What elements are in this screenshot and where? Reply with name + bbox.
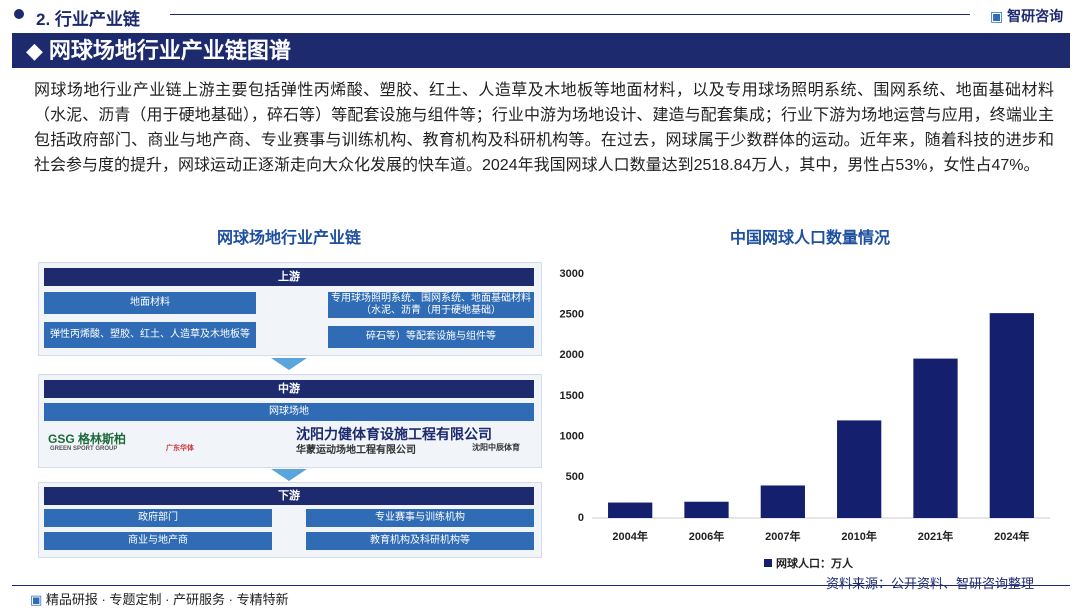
midstream-band: 中游 <box>44 380 534 398</box>
title-bar: ◆ 网球场地行业产业链图谱 <box>12 33 1070 68</box>
bar <box>989 313 1034 518</box>
footer: ▣ 精品研报 · 专题定制 · 产研服务 · 专精特新 <box>30 592 289 607</box>
x-tick-label: 2004年 <box>612 529 647 543</box>
brand-text: 智研咨询 <box>1007 8 1064 24</box>
bullet <box>14 9 24 19</box>
chart-title: 中国网球人口数量情况 <box>729 230 890 247</box>
x-tick-label: 2024年 <box>994 529 1029 543</box>
legend-label: 网球人口：万人 <box>776 556 854 570</box>
source: 资料来源：公开资料、智研咨询整理 <box>826 576 1035 591</box>
downstream-item: 教育机构及科研机构等 <box>306 532 534 550</box>
y-tick-label: 1500 <box>560 390 584 402</box>
bar <box>913 358 958 518</box>
brand: ▣ 智研咨询 <box>990 8 1064 24</box>
page-title: 网球场地行业产业链图谱 <box>48 38 291 63</box>
company-logo: 华蒙运动场地工程有限公司 <box>296 445 416 456</box>
upstream-band: 上游 <box>44 268 534 286</box>
intro-paragraph: 网球场地行业产业链上游主要包括弹性丙烯酸、塑胶、红土、人造草及木地板等地面材料，… <box>34 82 1054 174</box>
x-tick-label: 2007年 <box>765 529 800 543</box>
company-logo: GREEN SPORT GROUP <box>50 446 118 452</box>
y-tick-label: 2000 <box>560 349 584 361</box>
header-rule <box>170 14 970 15</box>
x-tick-label: 2010年 <box>841 529 876 543</box>
company-logo: 广东华体 <box>166 445 194 452</box>
legend-swatch <box>764 559 772 567</box>
company-logo: GSG 格林斯柏 <box>48 432 127 446</box>
footer-text: 精品研报 · 专题定制 · 产研服务 · 专精特新 <box>45 592 289 607</box>
bar <box>760 485 805 518</box>
bar <box>608 502 653 518</box>
company-logo: 沈阳中辰体育 <box>472 443 520 452</box>
bar <box>684 501 729 518</box>
y-tick-label: 0 <box>578 512 584 524</box>
y-tick-label: 2500 <box>560 309 584 321</box>
upstream-item: 地面材料 <box>44 292 256 314</box>
bar <box>837 420 882 518</box>
diagram-title: 网球场地行业产业链 <box>216 230 361 247</box>
downstream-item: 商业与地产商 <box>44 532 272 550</box>
downstream-item: 专业赛事与训练机构 <box>306 509 534 527</box>
midstream-item: 网球场地 <box>44 403 534 421</box>
upstream-item: 专用球场照明系统、围网系统、地面基础材料（水泥、沥青（用于硬地基础） <box>328 292 534 318</box>
company-logo: 沈阳力健体育设施工程有限公司 <box>296 426 492 442</box>
y-tick-label: 1000 <box>560 431 584 443</box>
y-tick-label: 500 <box>566 471 584 483</box>
upstream-item: 弹性丙烯酸、塑胶、红土、人造草及木地板等 <box>44 322 256 348</box>
upstream-item: 碎石等）等配套设施与组件等 <box>328 326 534 348</box>
x-tick-label: 2021年 <box>918 529 953 543</box>
section-label: 2. 行业产业链 <box>36 10 140 29</box>
x-tick-label: 2006年 <box>689 529 724 543</box>
footer-rule <box>12 585 1070 586</box>
downstream-band: 下游 <box>44 487 534 505</box>
flow-arrow <box>271 358 307 370</box>
chart: 0 500 1000 1500 2000 2500 3000 2004年 2006年 2007年 2… <box>560 268 1050 570</box>
downstream-item: 政府部门 <box>44 509 272 527</box>
y-tick-label: 3000 <box>560 268 584 280</box>
flow-arrow <box>271 469 307 481</box>
